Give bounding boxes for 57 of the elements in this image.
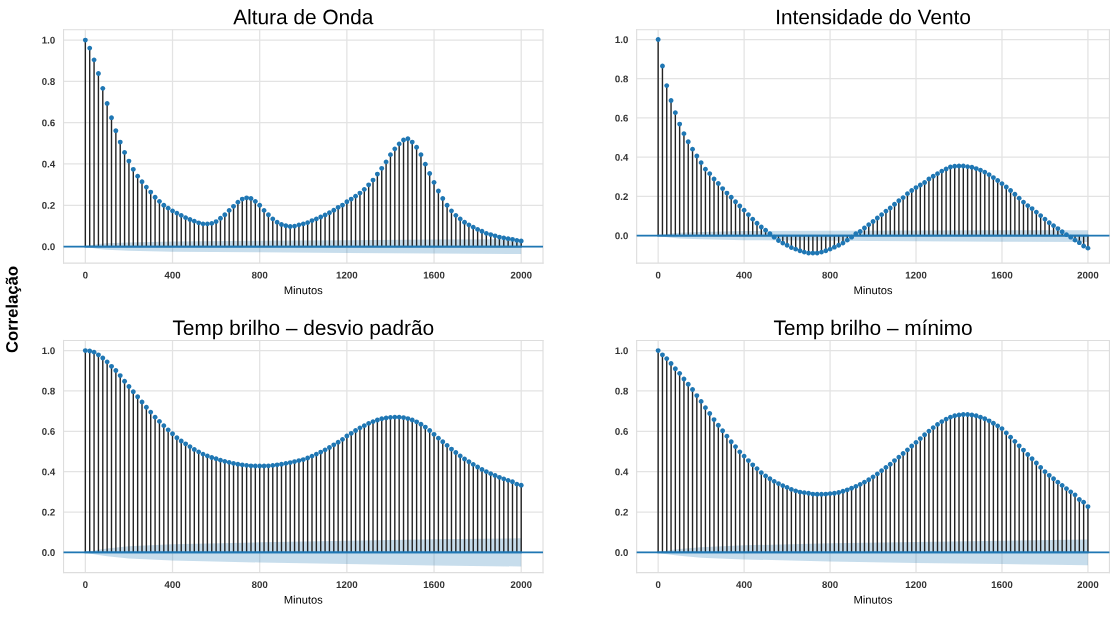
x-tick-label: 800 xyxy=(251,271,268,279)
x-tick-label: 2000 xyxy=(1077,581,1099,589)
y-tick-label: 0.0 xyxy=(615,232,628,240)
x-tick-label: 800 xyxy=(251,581,268,589)
y-tick-label: 0.2 xyxy=(615,193,628,201)
x-axis-title: Minutos xyxy=(854,286,893,295)
y-tick-label: 0.0 xyxy=(615,549,628,557)
x-tick-label: 800 xyxy=(822,581,838,589)
x-tick-label: 400 xyxy=(736,271,752,279)
y-tick-label: 0.6 xyxy=(615,114,628,122)
chart-title: Intensidade do Vento xyxy=(777,9,971,25)
y-tick-label: 0.4 xyxy=(42,468,56,476)
y-tick-label: 0.6 xyxy=(42,428,55,435)
y-tick-label: 0.6 xyxy=(615,428,628,435)
x-tick-label: 1200 xyxy=(905,271,927,279)
y-tick-label: 0.2 xyxy=(615,508,628,516)
y-tick-label: 0.2 xyxy=(42,201,55,209)
x-axis-title: Minutos xyxy=(854,595,893,604)
x-tick-label: 1600 xyxy=(991,581,1013,589)
chart-title: Altura de Onda xyxy=(233,9,374,25)
y-tick-label: 0.4 xyxy=(42,160,56,168)
y-tick-label: 0.0 xyxy=(42,243,55,251)
x-tick-label: 1200 xyxy=(336,271,358,279)
y-tick-label: 0.8 xyxy=(42,78,55,85)
x-tick-label: 2000 xyxy=(510,581,532,589)
x-tick-label: 0 xyxy=(83,581,88,589)
x-tick-label: 400 xyxy=(164,581,181,589)
y-tick-label: 1.0 xyxy=(42,347,55,355)
x-tick-label: 2000 xyxy=(510,271,532,279)
y-tick-label: 0.8 xyxy=(615,387,629,395)
x-tick-label: 1600 xyxy=(423,581,445,589)
y-tick-label: 1.0 xyxy=(42,36,55,44)
x-tick-label: 1600 xyxy=(991,271,1013,279)
x-tick-label: 2000 xyxy=(1077,271,1099,279)
chart-title: Temp brilho – desvio padrão xyxy=(172,319,434,340)
y-tick-label: 0.0 xyxy=(42,549,55,557)
y-axis-title: Correlação xyxy=(5,266,22,353)
y-tick-label: 0.4 xyxy=(615,153,629,161)
x-tick-label: 1200 xyxy=(336,581,358,589)
y-tick-label: 0.4 xyxy=(615,468,629,476)
x-axis-title: Minutos xyxy=(284,286,323,295)
x-tick-label: 1200 xyxy=(905,581,927,589)
x-tick-label: 0 xyxy=(655,581,661,589)
y-tick-label: 0.2 xyxy=(42,508,55,516)
y-tick-label: 0.6 xyxy=(42,119,55,127)
x-tick-label: 400 xyxy=(164,271,181,279)
y-tick-label: 1.0 xyxy=(615,36,628,44)
chart-title: Temp brilho – mínimo xyxy=(773,319,972,340)
x-tick-label: 0 xyxy=(655,271,661,279)
x-tick-label: 400 xyxy=(736,581,752,589)
x-tick-label: 1600 xyxy=(423,271,445,279)
x-tick-label: 800 xyxy=(822,271,838,279)
y-tick-label: 0.8 xyxy=(615,75,629,83)
x-axis-title: Minutos xyxy=(284,595,323,604)
y-tick-label: 0.8 xyxy=(42,387,55,395)
x-tick-label: 0 xyxy=(83,271,88,279)
y-tick-label: 1.0 xyxy=(615,347,628,355)
